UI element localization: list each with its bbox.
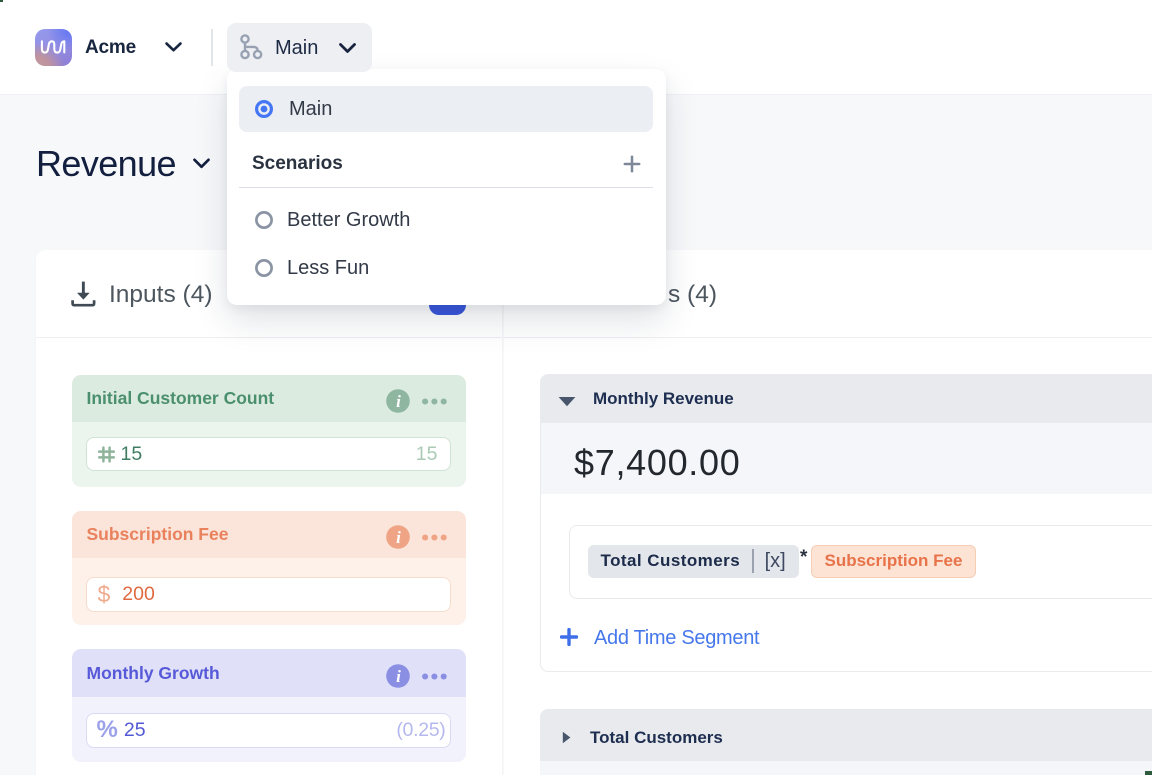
svg-text:i: i — [396, 667, 401, 686]
svg-text:i: i — [396, 528, 401, 547]
svg-text:i: i — [396, 392, 401, 411]
